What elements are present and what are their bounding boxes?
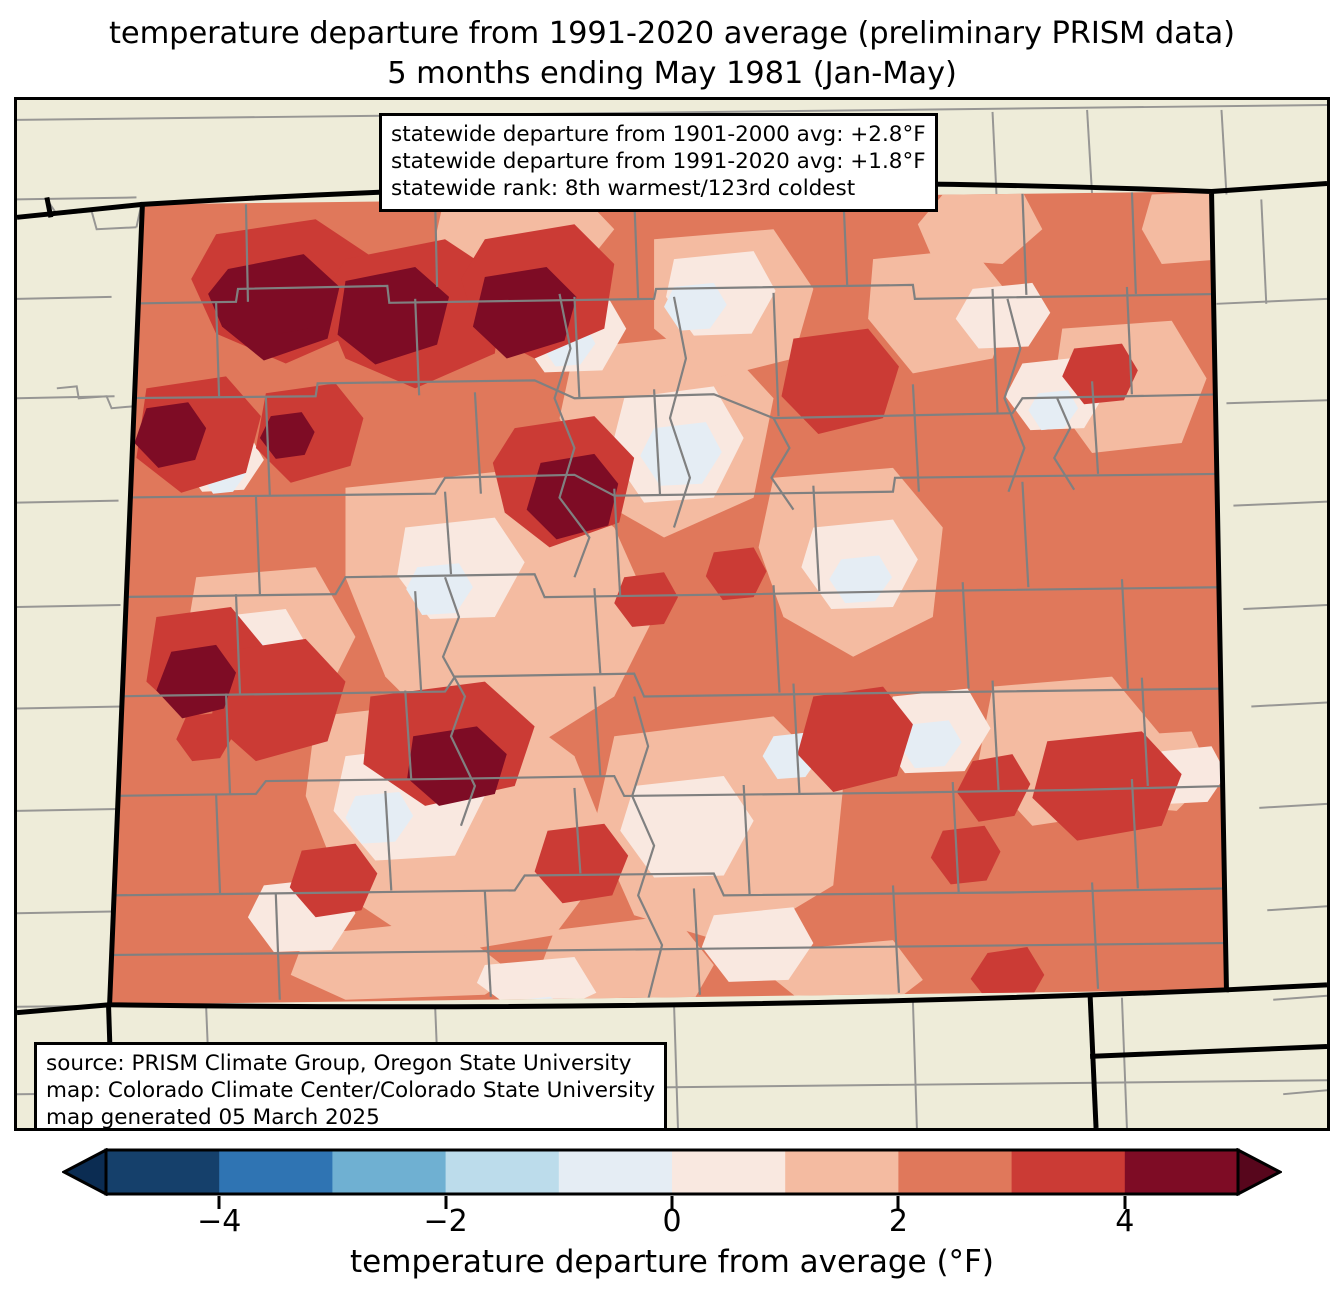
source-line-map: map: Colorado Climate Center/Colorado St… — [46, 1078, 656, 1104]
colorbar-tick-mark-3 — [896, 1196, 900, 1209]
colorbar-band-2 — [332, 1150, 447, 1194]
colorbar-tick-mark-2 — [670, 1196, 674, 1209]
colorbar-band-9 — [1124, 1150, 1239, 1194]
colorbar-tick-mark-4 — [1123, 1196, 1127, 1209]
colorbar-band-6 — [785, 1150, 899, 1194]
colorado-county-lines — [109, 191, 1227, 1001]
map-figure: statewide departure from 1901-2000 avg: … — [14, 97, 1330, 1131]
colorbar-band-1 — [219, 1150, 333, 1194]
colorbar-tick-label-2: 0 — [662, 1204, 682, 1239]
colorbar-extend-high — [1236, 1148, 1282, 1196]
colorbar-outline — [104, 1148, 1240, 1196]
colorbar-tick-labels: −4 −2 0 2 4 — [0, 1196, 1344, 1244]
colorbar-band-8 — [1011, 1150, 1126, 1194]
source-box: source: PRISM Climate Group, Oregon Stat… — [34, 1042, 668, 1131]
colorado-temperature-anomaly-map — [17, 100, 1327, 1128]
title-line-2: 5 months ending May 1981 (Jan-May) — [387, 55, 957, 91]
stat-line-rank: statewide rank: 8th warmest/123rd coldes… — [391, 176, 856, 202]
colorbar-legend: −4 −2 0 2 4 temperature departure from avera… — [0, 1148, 1344, 1299]
source-line-prism: source: PRISM Climate Group, Oregon Stat… — [46, 1051, 632, 1076]
colorbar-bar — [62, 1148, 1282, 1196]
colorbar-bands — [62, 1148, 1282, 1196]
colorbar-tick-label-4: 4 — [1115, 1204, 1135, 1239]
colorbar-tick-label-1: −2 — [423, 1204, 468, 1239]
colorbar-svg — [62, 1148, 1282, 1196]
colorbar-band-5 — [672, 1150, 786, 1194]
page-title: temperature departure from 1991-2020 ave… — [0, 14, 1344, 93]
colorbar-axis-title: temperature departure from average (°F) — [350, 1244, 994, 1280]
colorbar-tick-mark-0 — [217, 1196, 221, 1209]
source-line-generated: map generated 05 March 2025 — [46, 1105, 380, 1131]
colorbar-band-7 — [898, 1150, 1013, 1194]
colorbar-band-4 — [558, 1150, 673, 1194]
neighboring-state-borders — [17, 181, 1327, 1128]
colorbar-tick-label-3: 2 — [888, 1204, 908, 1239]
colorbar-tick-mark-1 — [444, 1196, 448, 1209]
temperature-anomaly-contours — [109, 191, 1227, 1005]
colorbar-extend-low — [62, 1148, 108, 1196]
colorbar-band-0 — [106, 1150, 220, 1194]
colorbar-band-3 — [445, 1150, 560, 1194]
stat-line-departure-1991-2020: statewide departure from 1991-2020 avg: … — [391, 149, 926, 175]
neighboring-county-lines — [17, 103, 1327, 1128]
statistics-box: statewide departure from 1901-2000 avg: … — [379, 113, 938, 213]
colorbar-tick-label-0: −4 — [197, 1204, 242, 1239]
title-line-1: temperature departure from 1991-2020 ave… — [109, 16, 1235, 51]
stat-line-departure-1901-2000: statewide departure from 1901-2000 avg: … — [391, 122, 926, 147]
